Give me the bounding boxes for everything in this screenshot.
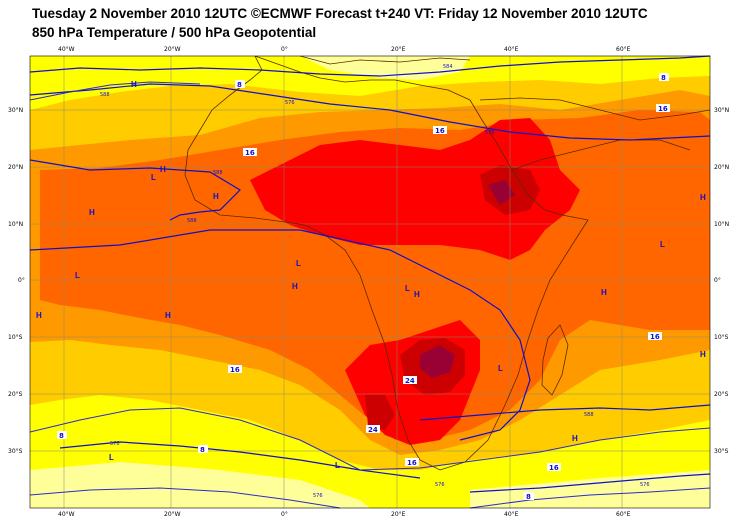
lat-tick-right: 30°N bbox=[714, 107, 729, 114]
lon-tick-bottom: 60°E bbox=[616, 511, 631, 518]
low-pressure-label: L bbox=[109, 453, 114, 462]
high-pressure-label: H bbox=[572, 434, 578, 443]
lat-tick-right: 30°S bbox=[714, 448, 729, 455]
temp-band-32-plus bbox=[420, 345, 455, 378]
temp-contour-label: 16 bbox=[230, 366, 240, 374]
lon-tick-top: 20°W bbox=[164, 46, 181, 53]
temp-band-24-28-sahel bbox=[250, 118, 580, 260]
chart-subtitle: 850 hPa Temperature / 500 hPa Geopotenti… bbox=[32, 25, 317, 40]
lat-tick-left: 20°N bbox=[8, 164, 23, 171]
chart-title: Tuesday 2 November 2010 12UTC ©ECMWF For… bbox=[32, 6, 648, 21]
high-pressure-label: H bbox=[36, 311, 42, 320]
temp-contour-label: 24 bbox=[368, 426, 378, 434]
lat-tick-right: 20°S bbox=[714, 391, 729, 398]
temp-contour-label: 16 bbox=[658, 105, 668, 113]
lat-tick-left: 0° bbox=[18, 277, 25, 284]
map-frame bbox=[29, 55, 711, 509]
low-pressure-label: L bbox=[498, 364, 503, 373]
temp-band-28-32-namib bbox=[365, 395, 395, 430]
lat-tick-right: 20°N bbox=[714, 164, 729, 171]
lat-tick-left: 30°N bbox=[8, 107, 23, 114]
high-pressure-label: H bbox=[165, 311, 171, 320]
lon-tick-labels-bottom: 40°W 20°W 0° 20°E 40°E 60°E bbox=[58, 511, 631, 518]
temp-contour-label: 16 bbox=[549, 464, 559, 472]
lon-tick-top: 40°E bbox=[504, 46, 519, 53]
temp-contour-label: 16 bbox=[650, 333, 660, 341]
high-pressure-label: H bbox=[601, 288, 607, 297]
lat-tick-left: 10°S bbox=[8, 334, 23, 341]
high-pressure-label: H bbox=[292, 282, 298, 291]
low-pressure-label: L bbox=[151, 173, 156, 182]
geo-contour-label: 588 bbox=[187, 218, 197, 224]
temp-band-below-8-south bbox=[30, 462, 370, 508]
lon-tick-top: 40°W bbox=[58, 46, 75, 53]
high-pressure-label: H bbox=[414, 290, 420, 299]
geo-contour-label: 576 bbox=[313, 493, 323, 499]
temperature-field bbox=[30, 56, 710, 508]
lat-tick-right: 0° bbox=[714, 277, 721, 284]
geo-contour-labels: 588 576 588 588 576 576 576 588 576 576 … bbox=[100, 64, 650, 499]
temp-contour-label: 8 bbox=[200, 446, 205, 454]
temp-contour-labels: 8 8 16 16 16 16 16 16 24 24 8 8 16 8 bbox=[57, 73, 670, 501]
grid bbox=[30, 56, 710, 508]
pressure-centers: H H H H H H H H H H H H L L L L L L L L bbox=[36, 80, 706, 470]
temp-contour-label: 16 bbox=[435, 127, 445, 135]
low-pressure-label: L bbox=[75, 271, 80, 280]
temp-contour-label: 8 bbox=[526, 493, 531, 501]
high-pressure-label: H bbox=[131, 80, 137, 89]
geo-contour-label: 588 bbox=[584, 412, 594, 418]
lon-tick-top: 0° bbox=[281, 46, 288, 53]
lon-tick-bottom: 40°E bbox=[504, 511, 519, 518]
lat-tick-left: 20°S bbox=[8, 391, 23, 398]
high-pressure-label: H bbox=[700, 350, 706, 359]
low-pressure-label: L bbox=[296, 259, 301, 268]
geo-contour-label: 588 bbox=[100, 92, 110, 98]
lon-tick-top: 20°E bbox=[391, 46, 406, 53]
lon-tick-top: 60°E bbox=[616, 46, 631, 53]
geo-contour-label: 576 bbox=[435, 482, 445, 488]
lat-tick-right: 10°S bbox=[714, 334, 729, 341]
lat-tick-labels-right: 30°N 20°N 10°N 0° 10°S 20°S 30°S bbox=[714, 107, 729, 455]
temp-contour-label: 8 bbox=[59, 432, 64, 440]
lat-tick-left: 10°N bbox=[8, 221, 23, 228]
low-pressure-label: L bbox=[405, 284, 410, 293]
temp-contour-label: 8 bbox=[661, 74, 666, 82]
temperature-contours bbox=[29, 81, 711, 509]
high-pressure-label: H bbox=[213, 192, 219, 201]
geo-contour-label: 576 bbox=[485, 130, 495, 136]
high-pressure-label: H bbox=[160, 165, 166, 174]
lon-tick-bottom: 20°E bbox=[391, 511, 406, 518]
geo-contour-label: 584 bbox=[443, 64, 453, 70]
temp-band-32-plus-horn bbox=[488, 180, 515, 205]
geo-contour-label: 576 bbox=[110, 441, 120, 447]
lon-tick-bottom: 20°W bbox=[164, 511, 181, 518]
lat-tick-right: 10°N bbox=[714, 221, 729, 228]
temp-contour-label: 24 bbox=[405, 377, 415, 385]
geo-contour-label: 576 bbox=[285, 100, 295, 106]
lon-tick-bottom: 40°W bbox=[58, 511, 75, 518]
temp-contour-label: 8 bbox=[237, 81, 242, 89]
geo-contour-label: 576 bbox=[640, 482, 650, 488]
low-pressure-label: L bbox=[335, 461, 340, 470]
geo-contour-label: 588 bbox=[213, 170, 223, 176]
low-pressure-label: L bbox=[660, 240, 665, 249]
high-pressure-label: H bbox=[700, 193, 706, 202]
temp-contour-label: 16 bbox=[245, 149, 255, 157]
lon-tick-bottom: 0° bbox=[281, 511, 288, 518]
high-pressure-label: H bbox=[89, 208, 95, 217]
lat-tick-left: 30°S bbox=[8, 448, 23, 455]
lon-tick-labels-top: 40°W 20°W 0° 20°E 40°E 60°E bbox=[58, 46, 631, 53]
lat-tick-labels-left: 30°N 20°N 10°N 0° 10°S 20°S 30°S bbox=[8, 107, 25, 455]
geopotential-contours bbox=[29, 55, 711, 493]
temp-contour-label: 16 bbox=[407, 459, 417, 467]
